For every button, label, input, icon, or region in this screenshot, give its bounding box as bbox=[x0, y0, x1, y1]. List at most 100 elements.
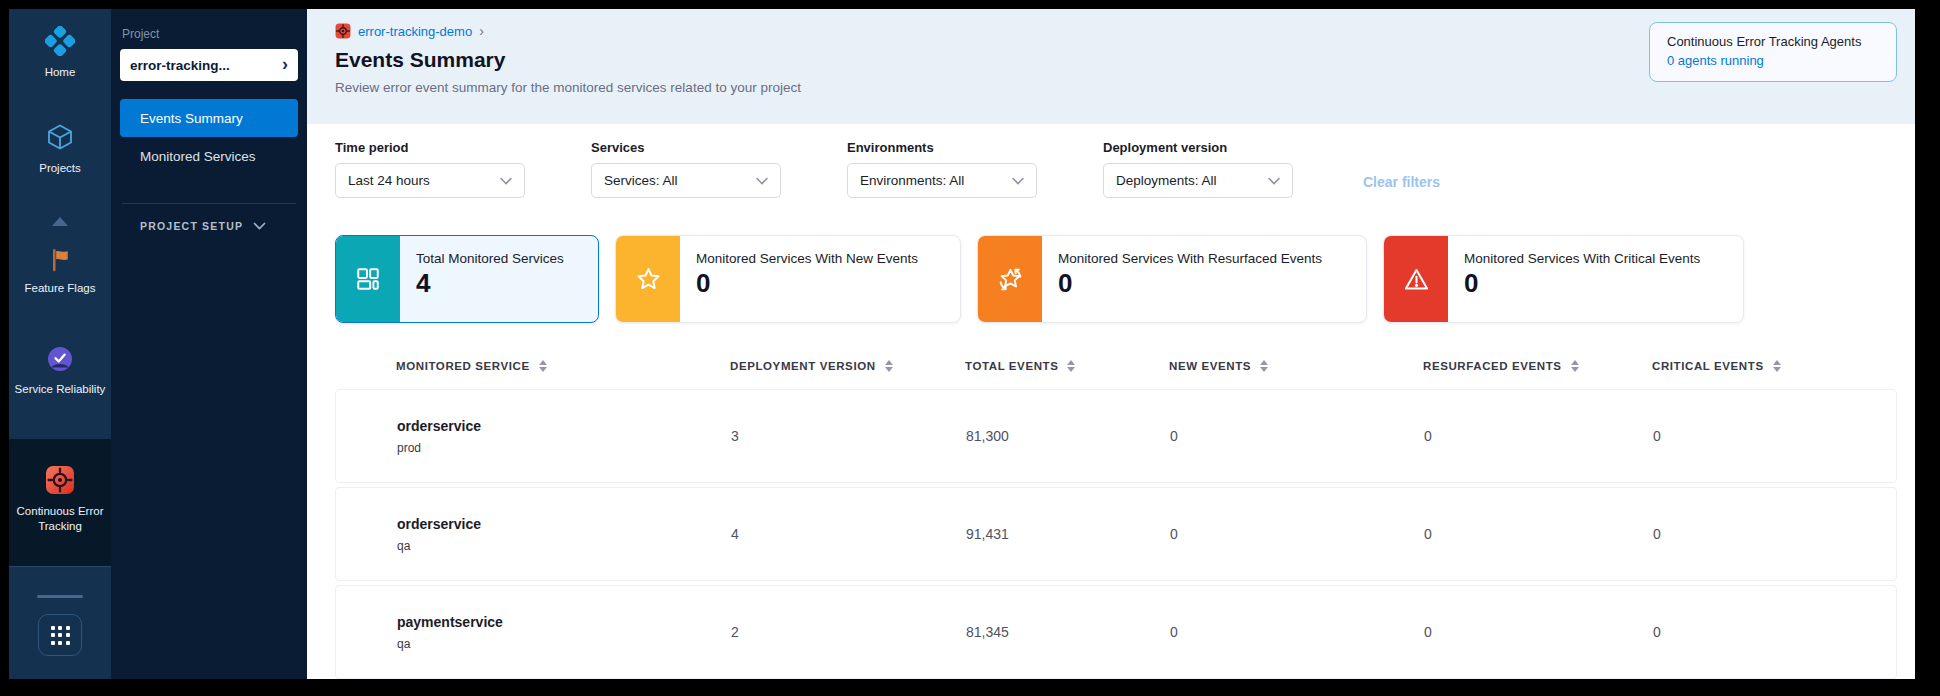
filter-deployment-version: Deployment version Deployments: All bbox=[1103, 140, 1293, 198]
select-value: Deployments: All bbox=[1116, 173, 1268, 188]
rail-label: Feature Flags bbox=[25, 281, 96, 296]
project-setup-label: PROJECT SETUP bbox=[140, 220, 243, 232]
filter-label: Time period bbox=[335, 140, 525, 155]
card-value: 4 bbox=[416, 268, 564, 299]
rail-label: Service Reliability bbox=[15, 382, 106, 397]
chevron-down-icon bbox=[756, 177, 768, 185]
rail-scroll-up[interactable] bbox=[9, 201, 111, 241]
agents-box-title: Continuous Error Tracking Agents bbox=[1667, 34, 1896, 49]
apps-grid-button[interactable] bbox=[38, 614, 82, 656]
sort-icon[interactable] bbox=[1067, 360, 1075, 372]
feature-flags-icon bbox=[48, 247, 73, 272]
column-header-label: DEPLOYMENT VERSION bbox=[730, 360, 876, 372]
service-environment: prod bbox=[397, 441, 731, 455]
error-tracking-icon bbox=[335, 23, 351, 39]
new-events-cell: 0 bbox=[1170, 624, 1424, 640]
filter-label: Environments bbox=[847, 140, 1037, 155]
grid-dashboard-icon bbox=[355, 266, 381, 292]
deployment-version-cell: 3 bbox=[731, 428, 966, 444]
card-critical-events[interactable]: Monitored Services With Critical Events … bbox=[1383, 235, 1744, 323]
deployments-select[interactable]: Deployments: All bbox=[1103, 163, 1293, 198]
rail-item-continuous-error-tracking[interactable]: Continuous Error Tracking bbox=[9, 439, 111, 566]
resurfaced-events-cell: 0 bbox=[1424, 428, 1653, 444]
card-title: Total Monitored Services bbox=[416, 251, 564, 266]
sidebar-nav: Events Summary Monitored Services bbox=[120, 99, 298, 175]
column-header-label: CRITICAL EVENTS bbox=[1652, 360, 1764, 372]
total-events-cell: 81,345 bbox=[966, 624, 1170, 640]
events-table: MONITORED SERVICE DEPLOYMENT VERSION TOT… bbox=[335, 343, 1897, 679]
main-content: error-tracking-demo › Events Summary Rev… bbox=[307, 9, 1915, 679]
rail-label: Home bbox=[45, 65, 76, 80]
filter-bar: Time period Last 24 hours Services Servi… bbox=[307, 124, 1915, 198]
card-value: 0 bbox=[696, 268, 918, 299]
project-section-label: Project bbox=[122, 27, 298, 41]
chevron-right-icon: › bbox=[479, 23, 484, 39]
rail-label: Continuous Error Tracking bbox=[9, 504, 111, 534]
sort-icon[interactable] bbox=[1773, 360, 1781, 372]
chevron-down-icon bbox=[1012, 177, 1024, 185]
scroll-up-icon bbox=[52, 217, 68, 226]
agents-running-link[interactable]: 0 agents running bbox=[1667, 53, 1896, 68]
rail-divider bbox=[37, 595, 83, 598]
service-cell: orderservice prod bbox=[397, 418, 731, 455]
select-value: Services: All bbox=[604, 173, 756, 188]
card-value: 0 bbox=[1464, 268, 1700, 299]
service-name: orderservice bbox=[397, 516, 731, 532]
column-header-label: MONITORED SERVICE bbox=[396, 360, 530, 372]
filter-environments: Environments Environments: All bbox=[847, 140, 1037, 198]
card-total-monitored-services[interactable]: Total Monitored Services 4 bbox=[335, 235, 599, 323]
column-header-new-events: NEW EVENTS bbox=[1169, 360, 1423, 372]
rail-item-projects[interactable]: Projects bbox=[9, 105, 111, 201]
column-header-deployment-version: DEPLOYMENT VERSION bbox=[730, 360, 965, 372]
services-select[interactable]: Services: All bbox=[591, 163, 781, 198]
sort-icon[interactable] bbox=[1571, 360, 1579, 372]
card-title: Monitored Services With Critical Events bbox=[1464, 251, 1700, 266]
sort-icon[interactable] bbox=[885, 360, 893, 372]
sidebar-item-events-summary[interactable]: Events Summary bbox=[120, 99, 298, 137]
sort-icon[interactable] bbox=[539, 360, 547, 372]
card-new-events[interactable]: Monitored Services With New Events 0 bbox=[615, 235, 961, 323]
breadcrumb-project-link[interactable]: error-tracking-demo bbox=[358, 24, 472, 39]
time-period-select[interactable]: Last 24 hours bbox=[335, 163, 525, 198]
page-subtitle: Review error event summary for the monit… bbox=[335, 80, 1915, 95]
column-header-total-events: TOTAL EVENTS bbox=[965, 360, 1169, 372]
resurfaced-events-icon bbox=[997, 266, 1024, 293]
error-tracking-icon bbox=[45, 465, 75, 495]
rail-item-service-reliability[interactable]: Service Reliability bbox=[9, 327, 111, 439]
project-selector-value: error-tracking... bbox=[130, 58, 282, 73]
environments-select[interactable]: Environments: All bbox=[847, 163, 1037, 198]
filter-time-period: Time period Last 24 hours bbox=[335, 140, 525, 198]
service-reliability-icon bbox=[46, 345, 74, 373]
column-header-label: TOTAL EVENTS bbox=[965, 360, 1058, 372]
sidebar-item-label: Events Summary bbox=[140, 111, 243, 126]
table-row[interactable]: paymentservice qa 2 81,345 0 0 0 bbox=[335, 585, 1897, 679]
filter-label: Deployment version bbox=[1103, 140, 1293, 155]
table-row[interactable]: orderservice prod 3 81,300 0 0 0 bbox=[335, 389, 1897, 483]
column-header-monitored-service: MONITORED SERVICE bbox=[396, 360, 730, 372]
table-header-row: MONITORED SERVICE DEPLOYMENT VERSION TOT… bbox=[335, 343, 1897, 389]
total-events-cell: 91,431 bbox=[966, 526, 1170, 542]
service-name: paymentservice bbox=[397, 614, 731, 630]
critical-events-warning-icon bbox=[1403, 266, 1430, 293]
select-value: Last 24 hours bbox=[348, 173, 500, 188]
card-resurfaced-events[interactable]: Monitored Services With Resurfaced Event… bbox=[977, 235, 1367, 323]
sort-icon[interactable] bbox=[1260, 360, 1268, 372]
card-title: Monitored Services With Resurfaced Event… bbox=[1058, 251, 1322, 266]
sidebar-item-label: Monitored Services bbox=[140, 149, 256, 164]
sidebar-item-monitored-services[interactable]: Monitored Services bbox=[120, 137, 298, 175]
clear-filters-button[interactable]: Clear filters bbox=[1363, 174, 1440, 190]
select-value: Environments: All bbox=[860, 173, 1012, 188]
rail-label: Projects bbox=[39, 161, 81, 176]
column-header-critical-events: CRITICAL EVENTS bbox=[1652, 360, 1897, 372]
resurfaced-events-cell: 0 bbox=[1424, 624, 1653, 640]
app-window: Home Projects Feature Flags Se bbox=[9, 9, 1915, 679]
project-setup-toggle[interactable]: PROJECT SETUP bbox=[140, 220, 298, 232]
project-selector[interactable]: error-tracking... › bbox=[120, 49, 298, 81]
resurfaced-events-cell: 0 bbox=[1424, 526, 1653, 542]
new-events-cell: 0 bbox=[1170, 526, 1424, 542]
chevron-down-icon bbox=[253, 222, 266, 230]
rail-item-feature-flags[interactable]: Feature Flags bbox=[9, 241, 111, 327]
table-row[interactable]: orderservice qa 4 91,431 0 0 0 bbox=[335, 487, 1897, 581]
column-header-label: NEW EVENTS bbox=[1169, 360, 1251, 372]
rail-item-home[interactable]: Home bbox=[9, 9, 111, 105]
